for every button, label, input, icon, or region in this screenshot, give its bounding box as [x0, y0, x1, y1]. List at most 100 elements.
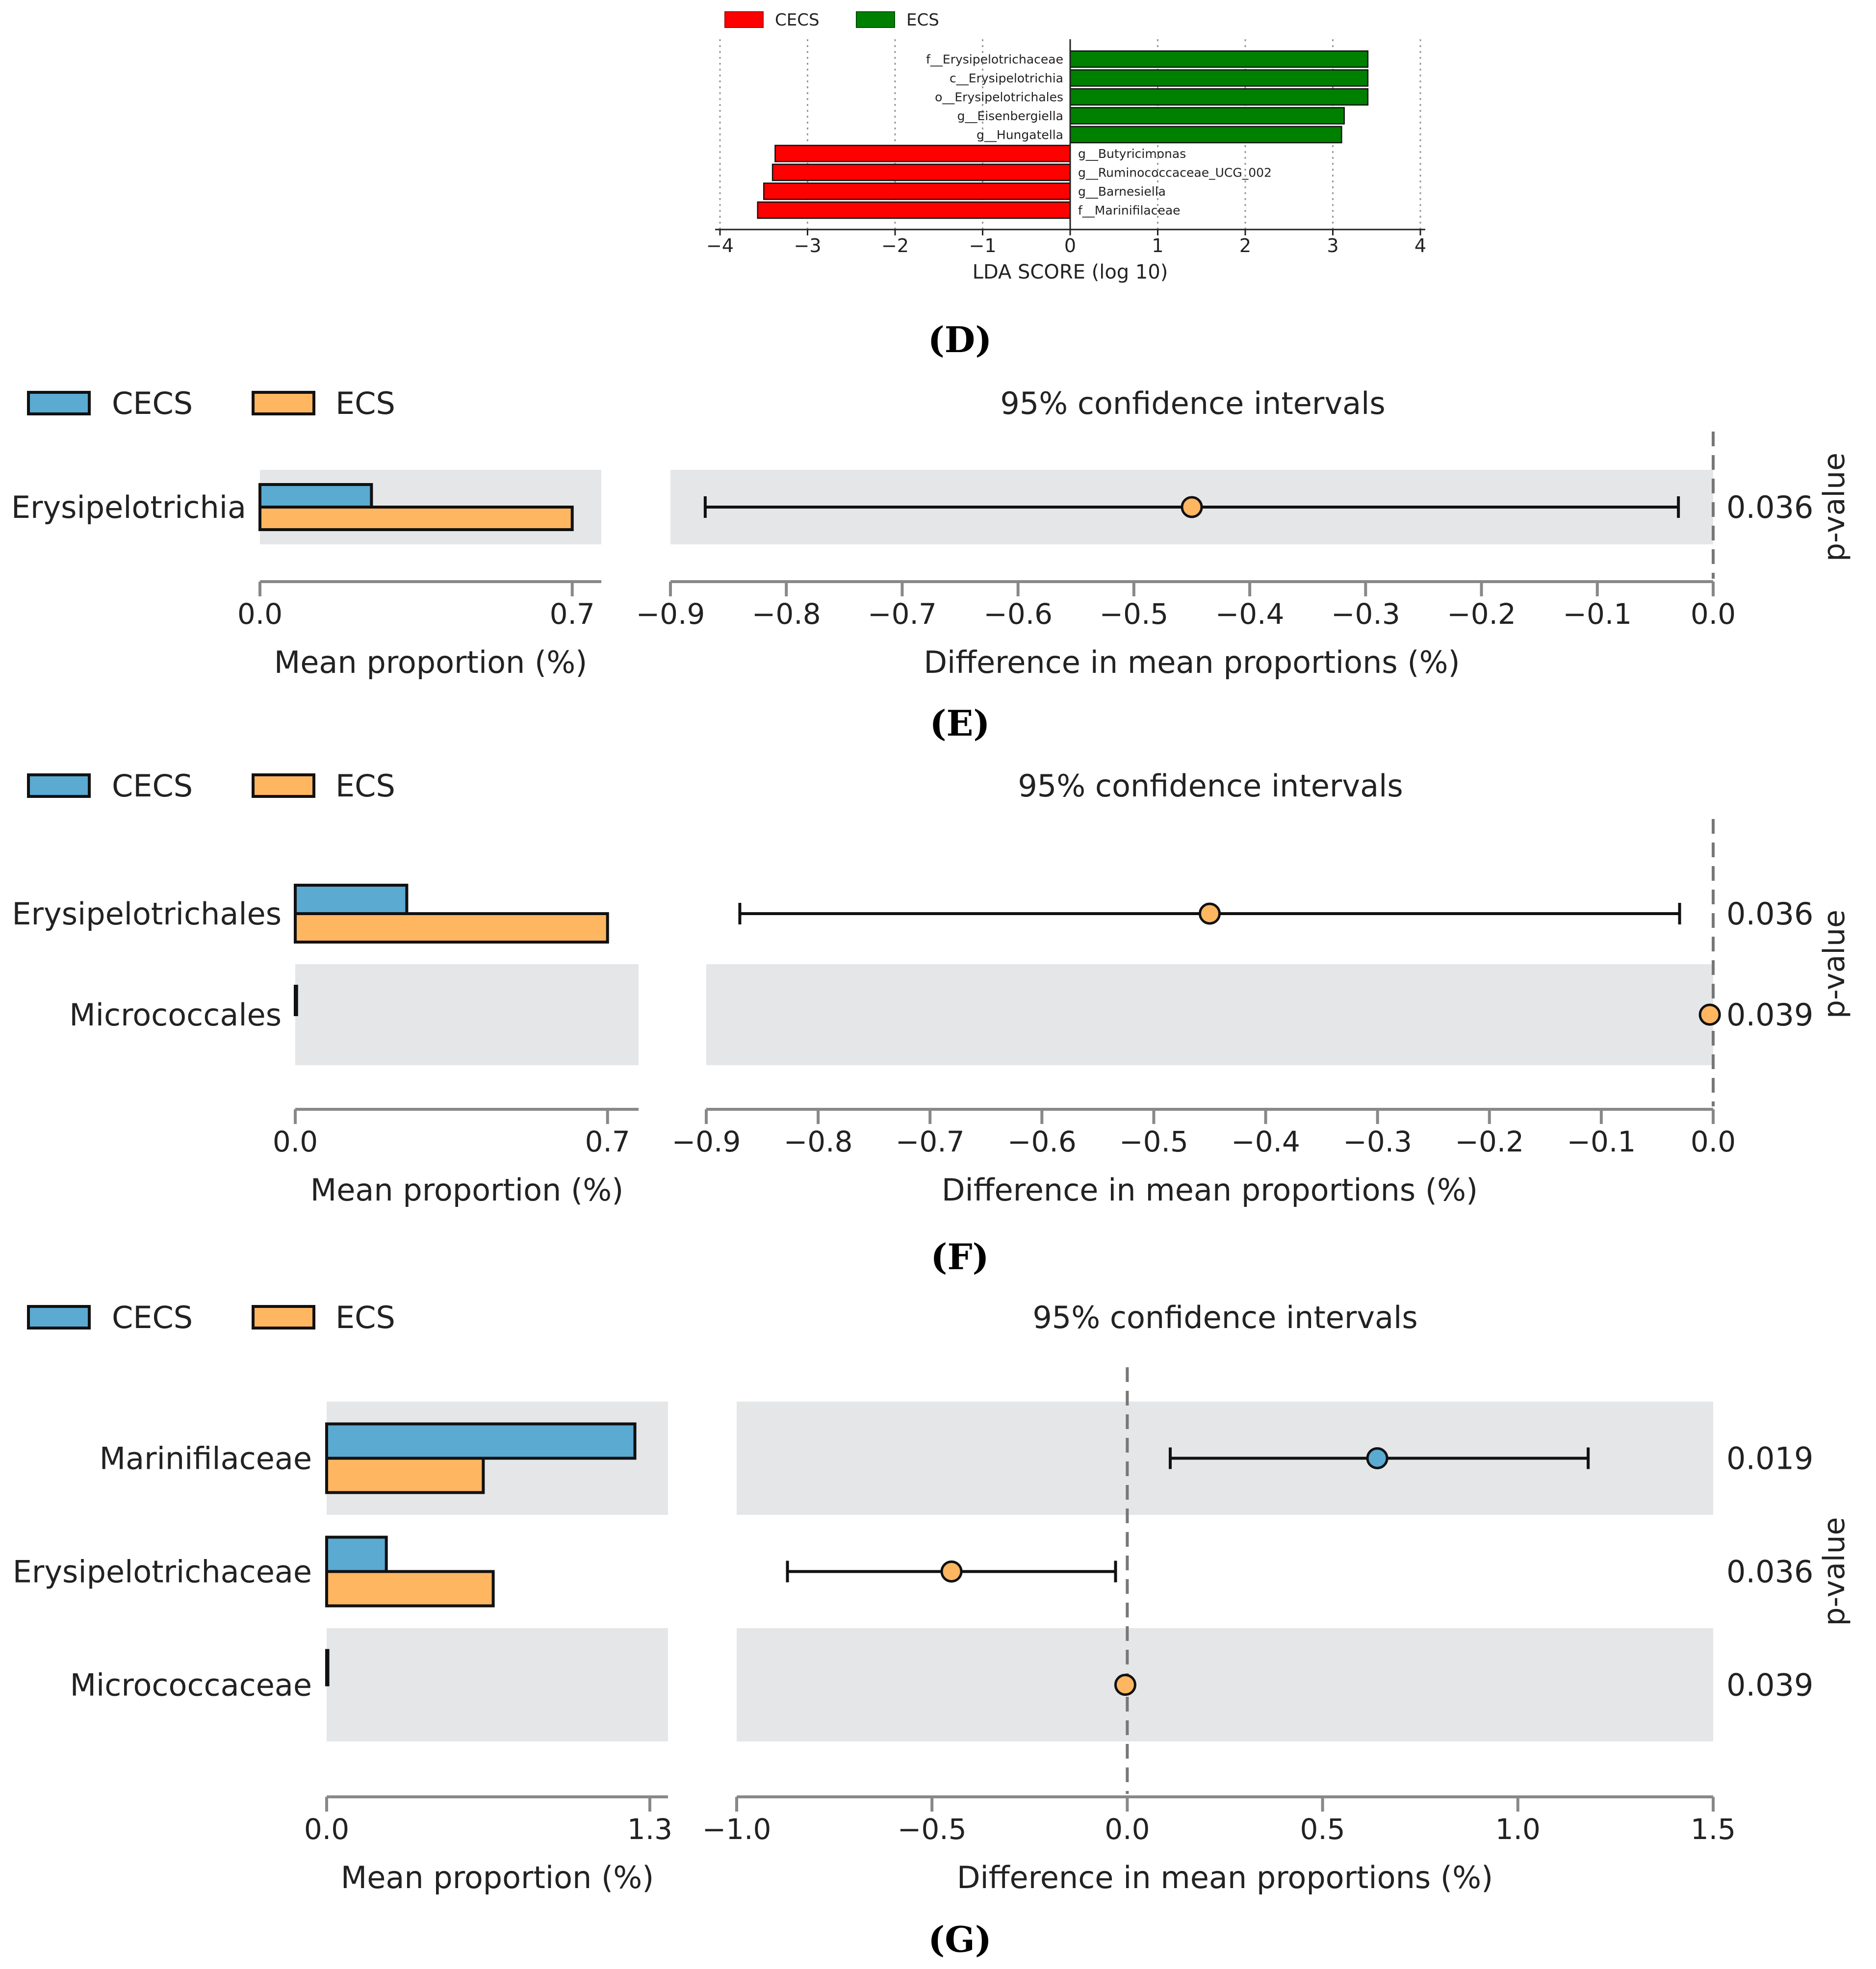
category-label: Erysipelotrichia [11, 489, 246, 525]
ci-tick-label: 0.0 [1691, 597, 1736, 631]
diff-point [1698, 1003, 1721, 1026]
ci-tick-label: 1.0 [1495, 1813, 1541, 1846]
ci-tick-label: −0.9 [636, 597, 705, 631]
bar-x-label: Mean proportion (%) [310, 1172, 624, 1208]
lda-bar-label: g__Butyricimonas [1078, 147, 1186, 161]
bar-cecs [325, 1422, 637, 1460]
legend-label-cecs: CECS [775, 10, 820, 30]
lda-bar [1069, 126, 1342, 144]
ci-title: 95% confidence intervals [1018, 768, 1403, 804]
row-shade [737, 1628, 1713, 1741]
bar-ecs [325, 1457, 485, 1494]
bar-x-label: Mean proportion (%) [341, 1860, 654, 1895]
legend-label-cecs: CECS [112, 1300, 193, 1335]
row-shade [327, 1628, 668, 1741]
lda-x-label: LDA SCORE (log 10) [973, 261, 1168, 283]
p-value-axis-label: p-value [1817, 1517, 1851, 1626]
lda-bar-label: o__Erysipelotrichales [935, 90, 1063, 104]
lda-bar-label: g__Ruminococcaceae_UCG_002 [1078, 166, 1272, 180]
legend-label-ecs: ECS [906, 10, 939, 30]
legend-swatch-cecs [27, 391, 91, 415]
ci-tick-label: −0.6 [1007, 1125, 1077, 1158]
legend-label-ecs: ECS [335, 1300, 395, 1335]
bar-tick-label: 0.0 [237, 597, 283, 631]
lda-bar-label: f__Marinifilaceae [1078, 204, 1181, 218]
diff-point [1366, 1447, 1388, 1469]
p-value: 0.039 [1726, 1667, 1814, 1703]
bar-tick-label: 0.7 [550, 597, 595, 631]
lda-bar [1069, 88, 1369, 106]
panel-label: (D) [928, 319, 992, 360]
ci-tick-label: 0.0 [1105, 1813, 1150, 1846]
legend-swatch-ecs [856, 11, 895, 28]
p-value: 0.019 [1726, 1441, 1814, 1477]
legend-label-ecs: ECS [335, 385, 395, 421]
ci-tick-label: −0.5 [1119, 1125, 1188, 1158]
bar-tick-label: 0.7 [585, 1125, 630, 1158]
lda-tick-label: 3 [1327, 235, 1338, 256]
legend-swatch-ecs [252, 391, 315, 415]
ci-tick-label: 1.5 [1691, 1813, 1736, 1846]
lda-tick-label: 0 [1064, 235, 1076, 256]
category-label: Micrococcaceae [70, 1667, 312, 1703]
ci-title: 95% confidence intervals [1000, 385, 1385, 421]
lda-bar-label: g__Eisenbergiella [957, 109, 1063, 123]
stamp-panel-D: CECS ECS 95% confidence intervals Erysipelo… [11, 385, 1851, 680]
legend-swatch-cecs [27, 773, 91, 798]
p-value-axis-label: p-value [1817, 910, 1851, 1019]
bar-cecs [325, 1649, 330, 1687]
ci-tick-label: −0.3 [1331, 597, 1400, 631]
ci-tick-label: −0.1 [1563, 597, 1632, 631]
legend-swatch-cecs [27, 1305, 91, 1330]
p-value: 0.039 [1726, 997, 1814, 1033]
p-value: 0.036 [1726, 489, 1814, 525]
ci-tick-label: −0.4 [1215, 597, 1285, 631]
ci-tick-label: 0.0 [1691, 1125, 1736, 1158]
lda-bar-label: g__Hungatella [977, 128, 1063, 142]
ci-x-label: Difference in mean proportions (%) [924, 644, 1460, 680]
category-label: Marinifilaceae [100, 1441, 312, 1477]
legend-label-ecs: ECS [335, 768, 395, 804]
lda-bar [1069, 107, 1345, 125]
ci-tick-label: −0.2 [1447, 597, 1516, 631]
lda-tick-label: −2 [881, 235, 909, 256]
panel-label: (E) [929, 702, 990, 744]
ci-tick-label: −0.7 [896, 1125, 965, 1158]
legend-swatch-cecs [724, 11, 764, 28]
bar-cecs [294, 884, 409, 915]
ci-tick-label: −0.8 [784, 1125, 853, 1158]
ci-tick-label: −0.5 [898, 1813, 967, 1846]
row-shade [295, 964, 639, 1065]
lda-chart: CECS ECS f__Erysipelotrichaceae c__Erysipel… [706, 10, 1426, 283]
ci-tick-label: −0.9 [672, 1125, 741, 1158]
diff-point [1181, 496, 1203, 518]
ci-tick-label: −1.0 [702, 1813, 771, 1846]
ci-tick-label: −0.8 [752, 597, 821, 631]
p-value: 0.036 [1726, 896, 1814, 932]
lda-tick-label: 2 [1239, 235, 1251, 256]
lda-bar [1069, 69, 1369, 87]
bar-cecs [258, 483, 373, 509]
bar-cecs [294, 985, 298, 1016]
legend-label-cecs: CECS [112, 768, 193, 804]
ci-tick-label: 0.5 [1300, 1813, 1345, 1846]
lda-bar-label: f__Erysipelotrichaceae [926, 52, 1063, 67]
bar-tick-label: 0.0 [273, 1125, 318, 1158]
panel-label: (G) [928, 1918, 992, 1960]
lda-bar [763, 182, 1071, 200]
bar-cecs [325, 1535, 388, 1573]
p-value-axis-label: p-value [1817, 453, 1851, 562]
category-label: Erysipelotrichales [12, 896, 282, 932]
ci-tick-label: −0.5 [1099, 597, 1168, 631]
lda-bar [771, 163, 1071, 181]
panel-label: (F) [930, 1236, 989, 1278]
lda-bar [1069, 50, 1369, 68]
lda-bar [757, 201, 1071, 219]
stamp-panel-F: CECS ECS 95% confidence intervals Marinifil… [13, 1300, 1851, 1895]
bar-tick-label: 1.3 [627, 1813, 672, 1846]
lda-bar-label: c__Erysipelotrichia [950, 71, 1063, 85]
bar-ecs [294, 912, 609, 944]
diff-point [940, 1560, 963, 1583]
lda-bar-label: g__Barnesiella [1078, 184, 1166, 199]
